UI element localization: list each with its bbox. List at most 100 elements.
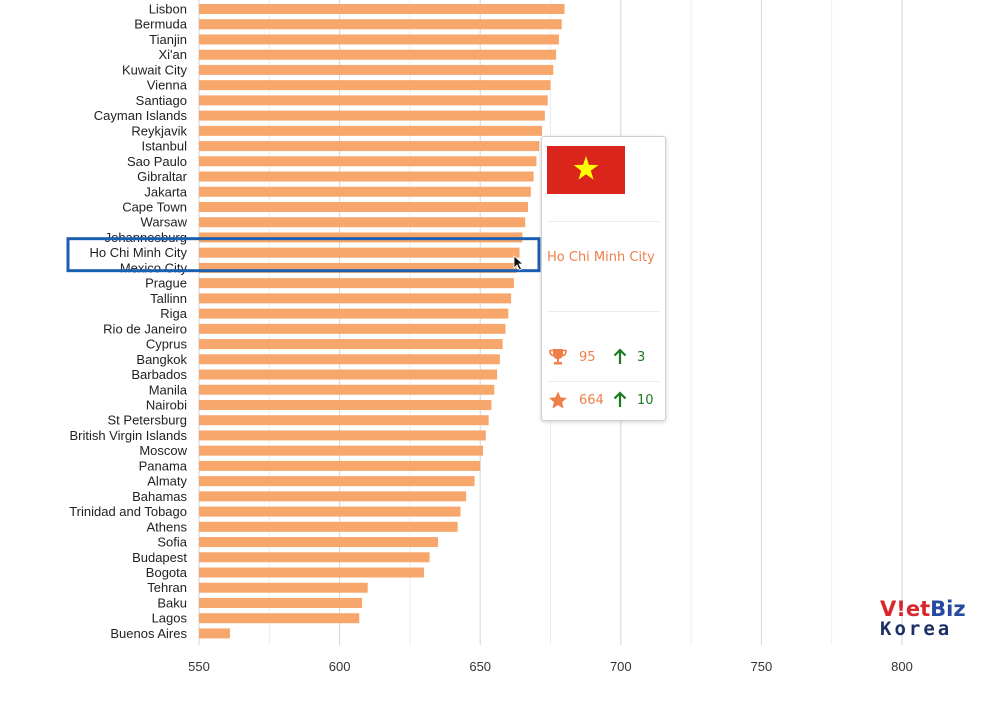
bar[interactable] [199, 369, 498, 380]
category-label: Moscow [139, 443, 187, 458]
category-label: Ho Chi Minh City [89, 245, 187, 260]
score-change: 10 [637, 393, 654, 408]
category-label: Buenos Aires [110, 626, 187, 641]
vietbiz-korea-logo: V!etBiz Korea [880, 599, 972, 639]
bar[interactable] [199, 49, 557, 60]
category-label: Kuwait City [122, 62, 188, 77]
bar[interactable] [199, 278, 514, 289]
bar[interactable] [199, 506, 461, 517]
bar[interactable] [199, 80, 551, 91]
bar[interactable] [199, 308, 509, 319]
bar[interactable] [199, 19, 562, 30]
logo-text-a: V!et [880, 597, 931, 621]
category-label: Cayman Islands [94, 108, 188, 123]
logo-text-korea: Korea [880, 618, 953, 640]
category-label: Sao Paulo [127, 154, 187, 169]
bar[interactable] [199, 171, 534, 182]
category-label: Nairobi [146, 397, 187, 412]
category-label: Tehran [147, 580, 187, 595]
bar[interactable] [199, 34, 559, 45]
bar[interactable] [199, 293, 512, 304]
bar[interactable] [199, 64, 554, 75]
arrow-up-icon [613, 348, 627, 364]
category-label: Cape Town [122, 199, 187, 214]
bar[interactable] [199, 491, 467, 502]
bar[interactable] [199, 476, 475, 487]
rank-row: 95 3 [547, 348, 662, 368]
category-label: Mexico City [120, 260, 188, 275]
bar[interactable] [199, 628, 230, 639]
x-tick-label: 650 [469, 659, 491, 674]
category-label: Warsaw [141, 215, 188, 230]
bar[interactable] [199, 217, 526, 228]
bar[interactable] [199, 201, 529, 212]
category-label: Panama [139, 458, 188, 473]
category-label: Prague [145, 276, 187, 291]
bar[interactable] [199, 125, 543, 136]
tooltip-divider [547, 311, 660, 312]
category-label: Reykjavik [131, 123, 187, 138]
trophy-icon [549, 349, 567, 365]
rank-value: 95 [579, 350, 596, 365]
bar[interactable] [199, 613, 360, 624]
category-label: Santiago [136, 93, 187, 108]
bar[interactable] [199, 262, 517, 273]
bar[interactable] [199, 186, 531, 197]
x-tick-label: 700 [610, 659, 632, 674]
bar[interactable] [199, 247, 520, 258]
bar[interactable] [199, 567, 424, 578]
x-tick-label: 600 [329, 659, 351, 674]
x-tick-label: 550 [188, 659, 210, 674]
mouse-cursor-icon [513, 255, 525, 271]
arrow-up-icon [613, 391, 627, 407]
score-value: 664 [579, 393, 604, 408]
category-label: Tallinn [150, 291, 187, 306]
category-label: Lagos [152, 611, 188, 626]
category-label: Xi'an [158, 47, 187, 62]
bar[interactable] [199, 384, 495, 395]
bar[interactable] [199, 156, 537, 167]
category-label: Bahamas [132, 489, 187, 504]
category-label: Gibraltar [137, 169, 188, 184]
bar[interactable] [199, 110, 545, 121]
category-label: Bangkok [136, 352, 187, 367]
rank-change: 3 [637, 350, 646, 365]
category-label: Bogota [146, 565, 188, 580]
logo-text-b: Biz [930, 597, 966, 621]
bar[interactable] [199, 415, 489, 426]
bar[interactable] [199, 537, 439, 548]
x-tick-label: 800 [891, 659, 913, 674]
category-label: British Virgin Islands [69, 428, 187, 443]
bar[interactable] [199, 399, 492, 410]
highlight-box [66, 237, 541, 273]
bars [199, 4, 565, 639]
bar[interactable] [199, 445, 484, 456]
bar[interactable] [199, 95, 548, 106]
category-label: Barbados [131, 367, 187, 382]
bar[interactable] [199, 597, 363, 608]
bar[interactable] [199, 141, 540, 152]
bar[interactable] [199, 354, 500, 365]
category-label: St Petersburg [108, 413, 188, 428]
tooltip-divider [547, 221, 660, 222]
bar[interactable] [199, 4, 565, 14]
category-label: Rio de Janeiro [103, 321, 187, 336]
bar[interactable] [199, 582, 368, 593]
bar[interactable] [199, 430, 486, 441]
category-label: Jakarta [144, 184, 187, 199]
bar[interactable] [199, 552, 430, 563]
category-label: Athens [147, 519, 188, 534]
tooltip-divider [547, 381, 660, 382]
bar[interactable] [199, 521, 458, 532]
category-label: Manila [149, 382, 188, 397]
city-tooltip: Ho Chi Minh City 95 3 664 10 [541, 136, 666, 421]
bar[interactable] [199, 323, 506, 334]
bar[interactable] [199, 339, 503, 350]
vietnam-flag-icon [547, 146, 625, 194]
category-label: Cyprus [146, 337, 188, 352]
bar[interactable] [199, 460, 481, 471]
category-label: Vienna [147, 78, 188, 93]
category-label: Sofia [157, 535, 187, 550]
